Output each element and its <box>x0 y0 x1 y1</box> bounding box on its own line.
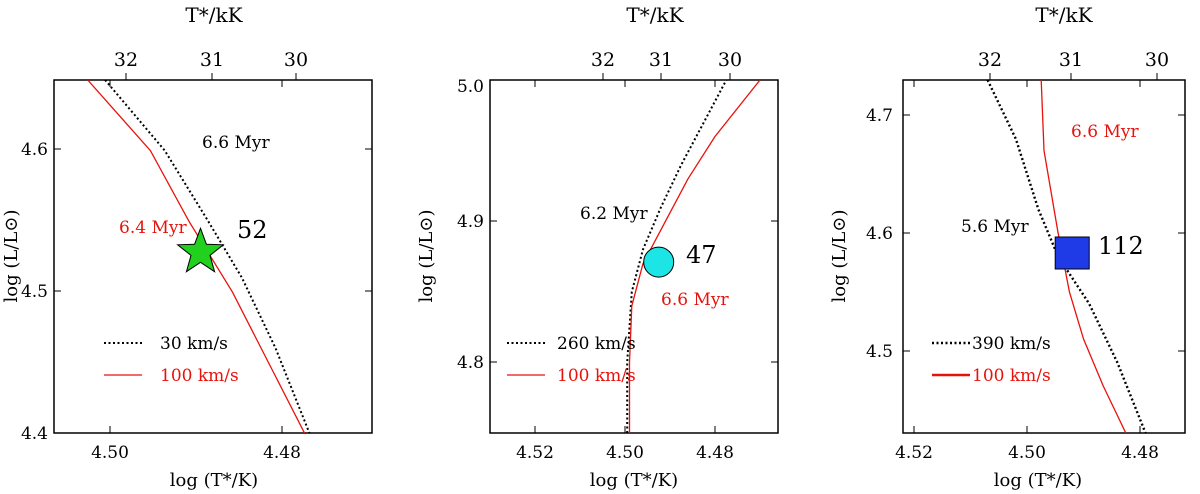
top-axis-title: T*/kK <box>185 3 243 27</box>
y-ticks <box>903 114 1185 352</box>
circle-marker <box>643 246 675 278</box>
y-tick-label: 4.6 <box>21 140 48 160</box>
series-line-100-kms <box>628 80 761 433</box>
y-tick-label: 4.5 <box>866 342 893 362</box>
annotation-age: 6.4 Myr <box>119 218 187 238</box>
annotation-age: 6.6 Myr <box>661 290 729 310</box>
top-ticks <box>125 73 297 80</box>
y-ticks <box>490 79 778 363</box>
y-tick-label: 4.4 <box>21 424 48 444</box>
legend-label: 100 km/s <box>972 366 1051 386</box>
x-tick-label: 4.52 <box>516 443 554 463</box>
y-tick-label: 5.0 <box>457 77 484 97</box>
top-tick-label: 32 <box>114 49 138 71</box>
legend: 390 km/s 100 km/s <box>932 334 1051 386</box>
x-tick-label: 4.48 <box>263 443 301 463</box>
top-tick-label: 31 <box>1059 49 1083 71</box>
x-axis-title: log (T*/K) <box>170 470 258 491</box>
y-tick-label: 4.5 <box>21 282 48 302</box>
plot-frame <box>53 79 373 434</box>
series-line-100-kms <box>1040 80 1127 433</box>
x-tick-label: 4.48 <box>1121 443 1159 463</box>
legend: 260 km/s 100 km/s <box>507 334 636 386</box>
y-axis-title: log (L/L⊙) <box>1 210 22 303</box>
annotation-age: 6.6 Myr <box>202 133 270 153</box>
x-tick-label: 4.52 <box>895 443 933 463</box>
star-marker <box>176 226 225 273</box>
top-axis-title: T*/kK <box>1035 3 1093 27</box>
x-tick-label: 4.50 <box>606 443 644 463</box>
y-tick-label: 4.8 <box>457 353 484 373</box>
series-line-30-kms <box>104 80 311 433</box>
plot-frame <box>489 79 779 434</box>
series-line-260-kms <box>626 80 728 433</box>
top-tick-label: 32 <box>591 49 615 71</box>
legend-label: 260 km/s <box>557 334 636 354</box>
panel-a: 4.50 4.48 4.4 4.5 4.6 32 31 30 T*/kK log… <box>1 3 373 491</box>
x-tick-label: 4.48 <box>696 443 734 463</box>
top-axis-title: T*/kK <box>626 3 684 27</box>
y-tick-label: 4.9 <box>457 212 484 232</box>
top-tick-label: 32 <box>978 49 1002 71</box>
top-tick-label: 31 <box>200 49 224 71</box>
top-tick-label: 30 <box>718 49 742 71</box>
top-ticks <box>989 73 1158 80</box>
marker-label: 112 <box>1098 232 1144 260</box>
y-axis-title: log (L/L⊙) <box>416 210 437 303</box>
annotation-age: 6.6 Myr <box>1071 122 1139 142</box>
panel-c: 4.52 4.50 4.48 4.5 4.6 4.7 32 31 30 T*/k… <box>829 3 1186 491</box>
x-tick-label: 4.50 <box>1008 443 1046 463</box>
x-tick-label: 4.50 <box>91 443 129 463</box>
top-tick-label: 30 <box>284 49 308 71</box>
legend-label: 390 km/s <box>972 334 1051 354</box>
y-tick-label: 4.7 <box>866 106 893 126</box>
x-ticks <box>109 80 283 433</box>
x-axis-title: log (T*/K) <box>590 470 678 491</box>
legend-label: 100 km/s <box>160 366 239 386</box>
y-tick-label: 4.6 <box>866 224 893 244</box>
x-ticks <box>913 80 1141 433</box>
annotation-age: 6.2 Myr <box>580 204 648 224</box>
marker-label: 52 <box>237 216 268 244</box>
annotation-age: 5.6 Myr <box>961 217 1029 237</box>
legend-label: 30 km/s <box>160 334 228 354</box>
plot-frame <box>902 79 1186 434</box>
marker-label: 47 <box>686 241 717 269</box>
x-axis-title: log (T*/K) <box>994 470 1082 491</box>
legend-label: 100 km/s <box>557 366 636 386</box>
y-ticks <box>54 148 372 434</box>
panel-b: 4.52 4.50 4.48 4.8 4.9 5.0 32 31 30 T*/k… <box>416 3 779 491</box>
top-tick-label: 31 <box>649 49 673 71</box>
legend: 30 km/s 100 km/s <box>104 334 239 386</box>
x-ticks <box>534 80 716 433</box>
y-axis-title: log (L/L⊙) <box>829 210 850 303</box>
square-marker <box>1054 236 1090 270</box>
top-ticks <box>602 73 731 80</box>
top-tick-label: 30 <box>1145 49 1169 71</box>
